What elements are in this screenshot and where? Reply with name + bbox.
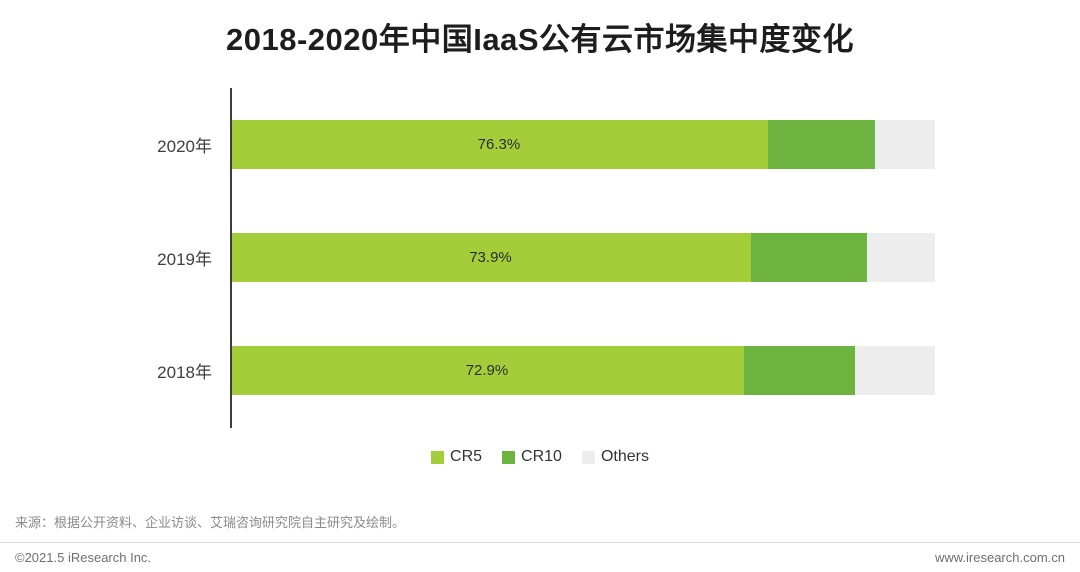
bar-row: 2019年 73.9% bbox=[0, 201, 1080, 314]
category-label: 2020年 bbox=[157, 137, 212, 156]
segment-others bbox=[867, 233, 935, 282]
segment-cr5: 72.9% bbox=[230, 346, 744, 395]
bar-track: 73.9% bbox=[230, 233, 935, 282]
bar-track: 72.9% bbox=[230, 346, 935, 395]
value-label: 72.9% bbox=[465, 362, 509, 379]
source-note: 来源：根据公开资料、企业访谈、艾瑞咨询研究院自主研究及绘制。 bbox=[15, 515, 406, 530]
bar-row: 2020年 76.3% bbox=[0, 88, 1080, 201]
plot-rows: 2020年 76.3% 2019年 73.9% 2018年 72.9% bbox=[0, 88, 1080, 428]
legend-swatch bbox=[581, 450, 595, 464]
value-label: 73.9% bbox=[469, 249, 512, 266]
legend-label: CR10 bbox=[521, 448, 562, 465]
value-label: 76.3% bbox=[477, 136, 521, 153]
legend-item-others: Others bbox=[581, 448, 649, 466]
legend-item-cr5: CR5 bbox=[431, 448, 482, 466]
segment-cr5: 73.9% bbox=[230, 233, 751, 282]
copyright-text: ©2021.5 iResearch Inc. bbox=[15, 550, 152, 565]
bar-row: 2018年 72.9% bbox=[0, 314, 1080, 427]
page-title: 2018-2020年中国IaaS公有云市场集中度变化 bbox=[225, 22, 855, 57]
bar-chart: 2020年 76.3% 2019年 73.9% 2018年 72.9% bbox=[0, 88, 1080, 428]
legend: CR5 CR10 Others bbox=[0, 448, 1080, 466]
segment-cr10 bbox=[750, 233, 868, 282]
segment-cr10 bbox=[767, 120, 876, 169]
category-label: 2018年 bbox=[157, 363, 212, 382]
legend-item-cr10: CR10 bbox=[502, 448, 562, 466]
footer-divider bbox=[0, 542, 1080, 543]
category-label: 2019年 bbox=[157, 250, 212, 269]
legend-swatch bbox=[431, 450, 445, 464]
segment-cr5: 76.3% bbox=[230, 120, 768, 169]
segment-cr10 bbox=[743, 346, 855, 395]
legend-swatch bbox=[502, 450, 516, 464]
legend-label: CR5 bbox=[450, 448, 483, 465]
segment-others bbox=[854, 346, 935, 395]
bar-track: 76.3% bbox=[230, 120, 935, 169]
website-link[interactable]: www.iresearch.com.cn bbox=[934, 550, 1065, 565]
legend-label: Others bbox=[600, 448, 649, 465]
segment-others bbox=[875, 120, 935, 169]
y-axis-line bbox=[230, 88, 232, 428]
